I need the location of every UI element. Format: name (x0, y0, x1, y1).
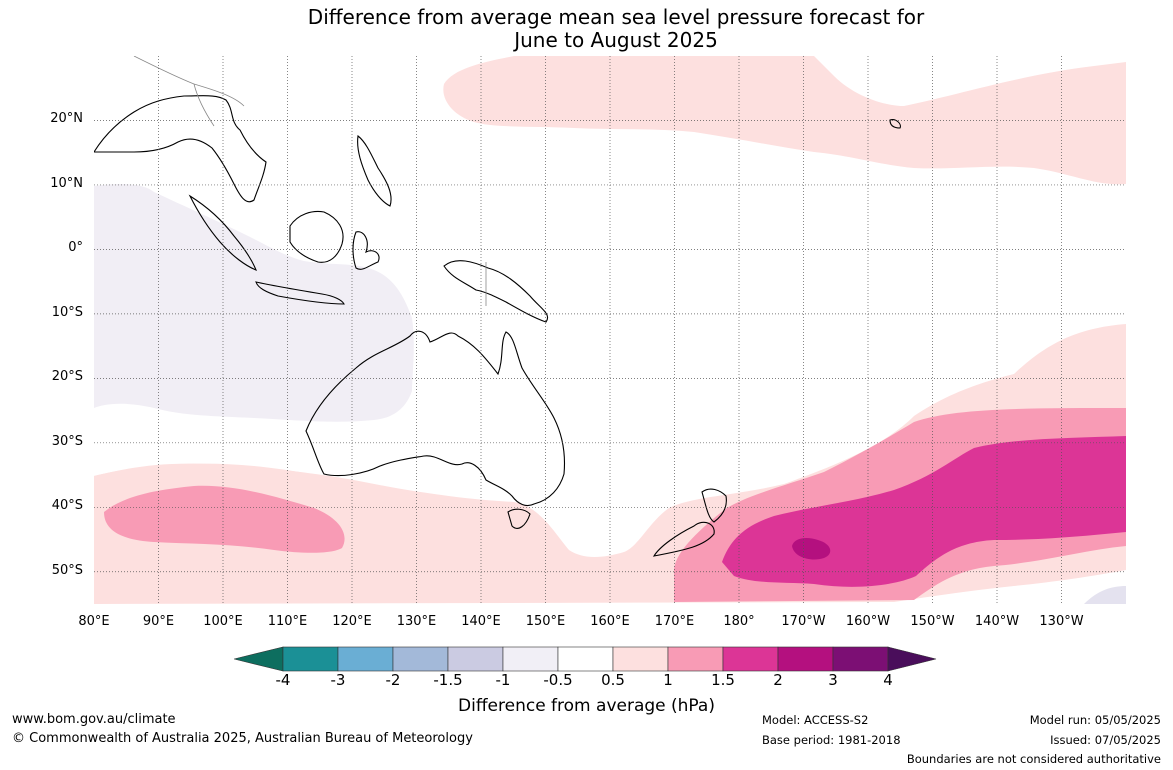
colorbar-tick-label: -2 (385, 671, 401, 689)
philippines-coast (357, 135, 392, 207)
colorbar-cell (612, 646, 669, 672)
sumatra-coast (188, 194, 257, 271)
colorbar-cell (337, 646, 394, 672)
colorbar-tick-label: -0.5 (543, 671, 573, 689)
colorbar-cell (667, 646, 724, 672)
footer-url: www.bom.gov.au/climate (12, 712, 176, 727)
colorbar-cell (832, 646, 889, 672)
borneo-coast (289, 210, 344, 263)
anomaly-2 (792, 538, 831, 560)
longitude-label: 160°E (590, 614, 630, 629)
longitude-label: 90°E (142, 614, 175, 629)
new-zealand-north (701, 488, 727, 523)
colorbar-extend-low (234, 646, 284, 672)
colorbar-cells (234, 646, 937, 672)
latitude-label: 20°S (51, 369, 83, 385)
latitude-label: 50°S (51, 562, 83, 578)
java-coast (255, 281, 345, 305)
longitude-label: 170°E (654, 614, 695, 629)
latitude-label: 30°S (51, 433, 83, 449)
longitude-label: 180° (723, 614, 755, 629)
longitude-label: 150°E (525, 614, 566, 629)
colorbar-tick-label: -1 (495, 671, 511, 689)
pressure-anomaly-map (94, 56, 1126, 604)
colorbar-tick-label: 1 (663, 671, 673, 689)
footer-model: Model: ACCESS-S2 (762, 713, 869, 727)
colorbar-cell (502, 646, 559, 672)
colorbar-cell (282, 646, 339, 672)
chart-title: Difference from average mean sea level p… (0, 6, 1173, 52)
longitude-label: 170°W (781, 614, 826, 629)
longitude-label: 130°E (396, 614, 437, 629)
longitude-label: 80°E (78, 614, 110, 629)
colorbar-tick-label: -3 (330, 671, 346, 689)
longitude-label: 140°W (974, 614, 1020, 629)
latitude-label: 10°S (51, 304, 83, 320)
latitude-label: 10°N (50, 175, 83, 191)
longitude-label: 110°E (267, 614, 308, 629)
colorbar-cell (447, 646, 504, 672)
colorbar-cell (777, 646, 834, 672)
colorbar-tick-label: -4 (275, 671, 291, 689)
sulawesi-coast (352, 231, 380, 270)
footer-base-period: Base period: 1981-2018 (762, 733, 901, 747)
new-guinea-coast (443, 260, 548, 323)
colorbar-tick-label: 1.5 (711, 671, 735, 689)
title-line-2: June to August 2025 (514, 28, 718, 52)
coastlines (94, 95, 901, 557)
longitude-label: 160°W (845, 614, 891, 629)
graticule (94, 56, 1126, 604)
longitude-label: 120°E (332, 614, 372, 629)
colorbar-cell (557, 646, 614, 672)
colorbar-cell (392, 646, 449, 672)
colorbar-extend-high (887, 646, 937, 672)
asia-mainland (94, 95, 267, 203)
country-borders (133, 56, 487, 306)
colorbar-cell (722, 646, 779, 672)
colorbar-tick-label: -1.5 (433, 671, 463, 689)
longitude-label: 130°W (1039, 614, 1084, 629)
footer-boundaries: Boundaries are not considered authoritat… (906, 752, 1161, 766)
longitude-label: 100°E (203, 614, 243, 629)
footer-issued: Issued: 07/05/2025 (1050, 733, 1161, 747)
anomaly-1-west (104, 485, 345, 553)
colorbar-tick-label: 2 (773, 671, 783, 689)
australia-coast (305, 330, 566, 507)
hawaii-coast (889, 119, 901, 129)
latitude-label: 0° (68, 240, 83, 256)
colorbar-label: Difference from average (hPa) (458, 696, 715, 716)
latitude-label: 20°N (50, 111, 83, 127)
new-zealand-south (652, 521, 715, 557)
footer-model-run: Model run: 05/05/2025 (1029, 713, 1161, 727)
negative-anomaly-region (94, 184, 414, 422)
footer-copyright: © Commonwealth of Australia 2025, Austra… (12, 731, 473, 746)
title-line-1: Difference from average mean sea level p… (307, 5, 925, 29)
colorbar-tick-label: 3 (828, 671, 838, 689)
anomaly-0.5-north (443, 56, 1126, 185)
colorbar-tick-label: 0.5 (601, 671, 625, 689)
colorbar-tick-label: 4 (883, 671, 893, 689)
longitude-label: 150°W (910, 614, 955, 629)
latitude-label: 40°S (51, 498, 83, 514)
colorbar (234, 646, 937, 672)
tasmania-coast (507, 508, 531, 529)
longitude-label: 140°E (461, 614, 501, 629)
negative-anomaly-sliver (1084, 586, 1126, 604)
